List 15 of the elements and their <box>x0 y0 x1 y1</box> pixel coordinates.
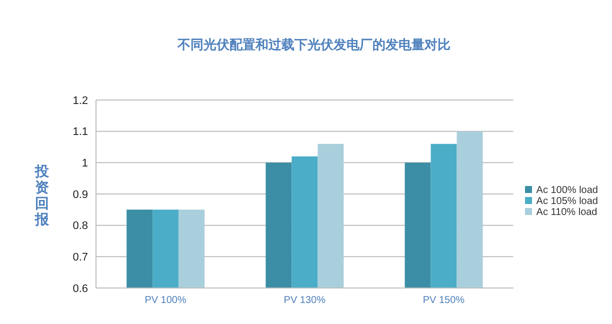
y-tick-label: 0.9 <box>72 188 88 201</box>
y-tick-label: 1.1 <box>72 126 88 138</box>
x-tick-label: PV 130% <box>284 295 326 306</box>
legend-label: Ac 110% load <box>536 206 598 218</box>
y-tick-label: 1 <box>82 158 88 170</box>
x-tick-label: PV 100% <box>144 295 186 306</box>
y-tick-label: 0.7 <box>72 252 88 264</box>
x-tick-label: PV 150% <box>422 295 465 306</box>
y-axis-title: 投资回报 <box>34 164 50 228</box>
legend-label: Ac 105% load <box>536 196 598 206</box>
y-tick-label: 1.2 <box>72 94 88 107</box>
y-tick-label: 0.8 <box>72 220 88 232</box>
legend-label: Ac 100% load <box>536 184 598 196</box>
y-tick-label: 0.6 <box>72 282 88 295</box>
chart-title: 不同光伏配置和过载下光伏发电厂的发电量对比 <box>176 37 452 54</box>
